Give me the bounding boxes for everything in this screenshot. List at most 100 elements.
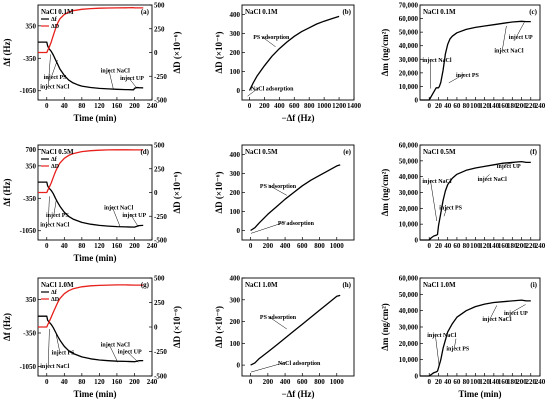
x-tick-label: 0 xyxy=(427,102,431,110)
x-tick-label: 100 xyxy=(470,102,481,110)
y2-tick-label: 0 xyxy=(154,189,158,197)
x-tick-label: 100 xyxy=(470,378,481,386)
x-axis-label: −Δf (Hz) xyxy=(281,389,314,399)
x-tick-label: 200 xyxy=(129,378,140,386)
x-tick-label: 180 xyxy=(507,242,518,250)
y-tick-label: 200 xyxy=(230,318,241,326)
annotation-arrow xyxy=(434,333,440,367)
annotation-label: inject PS xyxy=(439,206,462,212)
x-tick-label: 80 xyxy=(78,378,86,386)
x-tick-label: 120 xyxy=(479,242,490,250)
annotation-arrow xyxy=(516,21,525,37)
y-axis-label: ΔD (×10⁻⁶) xyxy=(214,172,224,214)
y-axis-label: ΔD (×10⁻⁶) xyxy=(214,306,224,348)
y2-tick-label: 500 xyxy=(154,275,165,283)
annotation-arrow xyxy=(48,54,51,86)
y-tick-label: 200 xyxy=(230,189,241,197)
annotation-arrow xyxy=(247,87,260,97)
panel-letter: (f) xyxy=(530,148,538,156)
panel-condition-label: NaCl 1.0M xyxy=(423,281,456,289)
x-tick-label: 240 xyxy=(535,242,546,250)
subplot-b: 0 200 400 600 800 1000 1200 1400 0 100 200 300 400 −Δ… xyxy=(214,4,362,123)
annotation-arrow xyxy=(250,221,286,234)
x-tick-label: 120 xyxy=(94,102,105,110)
x-tick-label: 200 xyxy=(516,102,527,110)
y-tick-label: 350 xyxy=(26,162,37,170)
annotation-arrow xyxy=(504,161,517,166)
y2-tick-label: -500 xyxy=(154,373,167,381)
annotation-label: inject NaCl xyxy=(101,68,130,74)
y2-axis-label: ΔD (×10⁻⁶) xyxy=(172,306,182,348)
y-tick-label: -1050 xyxy=(20,363,37,371)
panel-condition-label: NaCl 0.1M xyxy=(245,8,278,16)
annotation-arrow xyxy=(130,214,139,227)
x-tick-label: 160 xyxy=(112,242,123,250)
x-tick-label: 160 xyxy=(112,102,123,110)
series-line-0 xyxy=(248,15,340,91)
annotation-label: inject UP xyxy=(118,349,142,355)
annotation-label: inject PS xyxy=(46,213,69,219)
panel-letter: (c) xyxy=(529,8,537,16)
y-tick-label: 400 xyxy=(230,151,241,159)
y-tick-label: 700 xyxy=(26,146,37,154)
x-tick-label: 800 xyxy=(314,378,325,386)
y-tick-label: 100 xyxy=(230,208,241,216)
x-tick-label: 160 xyxy=(112,378,123,386)
x-tick-label: 40 xyxy=(444,378,452,386)
x-tick-label: 0 xyxy=(45,378,49,386)
y-tick-label: 0 xyxy=(237,227,241,235)
x-tick-label: 200 xyxy=(263,378,274,386)
annotation-arrow xyxy=(448,73,465,84)
annotation-arrow xyxy=(490,305,498,319)
x-tick-label: 240 xyxy=(535,378,546,386)
annotation-arrow xyxy=(267,184,287,196)
x-tick-label: 60 xyxy=(453,378,461,386)
y2-axis-label: ΔD (×10⁻⁶) xyxy=(172,32,182,74)
annotation-label: NaCl adsorption xyxy=(278,361,321,367)
plot-frame xyxy=(241,277,355,377)
annotation-arrow xyxy=(111,206,121,227)
x-tick-label: 600 xyxy=(297,378,308,386)
annotation-label: inject PS xyxy=(44,75,67,81)
x-tick-label: 1000 xyxy=(317,102,332,110)
y-tick-label: 50,000 xyxy=(399,29,419,37)
legend-entry: Δf xyxy=(51,157,58,163)
y-tick-label: -1050 xyxy=(20,227,37,235)
x-tick-label: 800 xyxy=(304,102,315,110)
panel-letter: (g) xyxy=(141,281,150,289)
x-tick-label: 140 xyxy=(489,102,500,110)
y-tick-label: 400 xyxy=(230,275,241,283)
x-tick-label: 100 xyxy=(470,242,481,250)
panel-condition-label: NaCl 0.1M xyxy=(41,8,74,16)
x-tick-label: 400 xyxy=(280,242,291,250)
series-line-dd xyxy=(38,149,144,194)
series-line-df xyxy=(38,181,144,228)
panel-condition-label: NaCl 1.0M xyxy=(245,281,278,289)
annotation-label: NaCl adsorption xyxy=(251,87,294,93)
y-axis-label: Δf (Hz) xyxy=(2,39,12,67)
legend-entry: Δf xyxy=(51,290,58,296)
x-tick-label: 800 xyxy=(314,242,325,250)
y-tick-label: 40,000 xyxy=(399,42,419,50)
y-tick-label: 350 xyxy=(26,296,37,304)
y-axis-label: Δm (ng/cm²) xyxy=(380,29,390,77)
legend-entry: ΔD xyxy=(51,297,60,303)
y2-tick-label: 500 xyxy=(154,2,165,10)
x-tick-label: 200 xyxy=(263,242,274,250)
series-line-df xyxy=(38,41,144,91)
annotation-label: inject PS xyxy=(446,347,469,353)
x-tick-label: 160 xyxy=(498,378,509,386)
y-tick-label: 20,000 xyxy=(399,340,419,348)
annotation-label: PS adsorption xyxy=(253,35,290,41)
x-tick-label: 200 xyxy=(516,242,527,250)
annotation-arrow xyxy=(250,361,286,373)
y-tick-label: 200 xyxy=(230,49,241,57)
y2-tick-label: -500 xyxy=(154,237,167,245)
panel-letter: (e) xyxy=(343,148,351,156)
annotation-arrow xyxy=(48,328,50,366)
y-axis-label: Δf (Hz) xyxy=(2,179,12,207)
x-tick-label: 0 xyxy=(45,242,49,250)
annotation-label: inject NaCl xyxy=(427,333,456,339)
annotation-label: inject PS xyxy=(52,350,75,356)
annotation-label: PS adsorption xyxy=(260,315,297,321)
